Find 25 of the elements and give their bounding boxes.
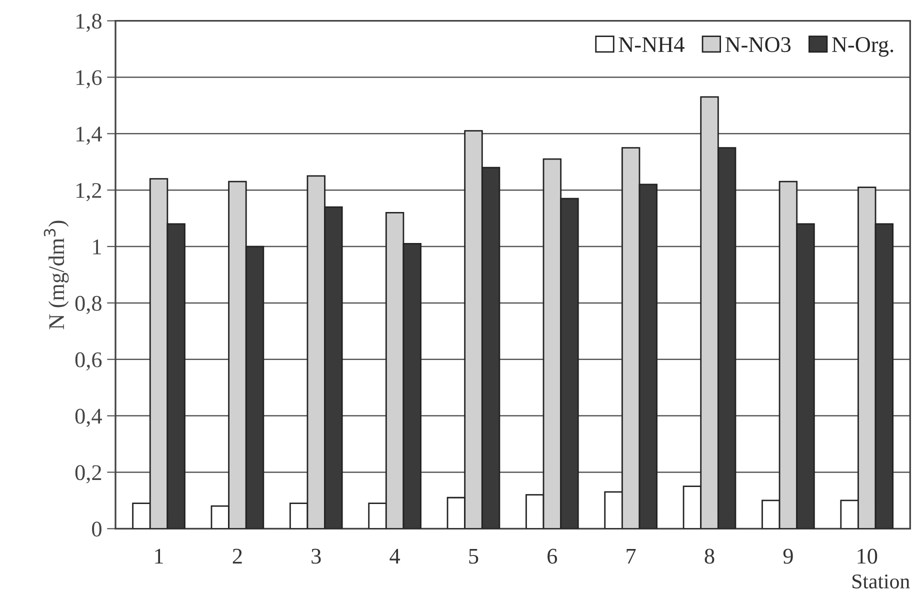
y-tick-label: 1 bbox=[93, 240, 101, 254]
x-tick-label: 8 bbox=[704, 548, 714, 564]
y-tick-label: 0,4 bbox=[75, 408, 102, 427]
legend-label: N-Org. bbox=[832, 37, 894, 57]
legend-label: N-NO3 bbox=[725, 37, 791, 52]
x-tick-label: 3 bbox=[312, 548, 321, 564]
x-tick-label: 10 bbox=[858, 548, 878, 564]
x-tick-label: 9 bbox=[783, 548, 793, 564]
legend-label: N-NH4 bbox=[618, 37, 684, 52]
y-tick-label: 1,8 bbox=[76, 14, 102, 32]
x-axis-title: Station bbox=[852, 574, 910, 588]
y-tick-label: 0,6 bbox=[75, 352, 102, 370]
x-tick-label: 1 bbox=[155, 548, 163, 564]
y-tick-label: 0,8 bbox=[75, 296, 102, 314]
y-tick-label: 0,2 bbox=[75, 465, 102, 484]
y-tick-label: 1,6 bbox=[76, 70, 102, 88]
x-tick-label: 2 bbox=[232, 548, 242, 564]
x-tick-label: 4 bbox=[390, 548, 400, 564]
y-tick-label: 1,4 bbox=[76, 126, 102, 145]
y-tick-label: 0 bbox=[92, 522, 102, 537]
y-tick-label: 1,2 bbox=[76, 183, 102, 202]
x-tick-label: 6 bbox=[548, 548, 558, 564]
x-tick-label: 7 bbox=[626, 548, 636, 564]
y-axis-title: N (mg/dm$^{3}$) bbox=[44, 220, 69, 330]
x-tick-label: 5 bbox=[469, 548, 478, 564]
